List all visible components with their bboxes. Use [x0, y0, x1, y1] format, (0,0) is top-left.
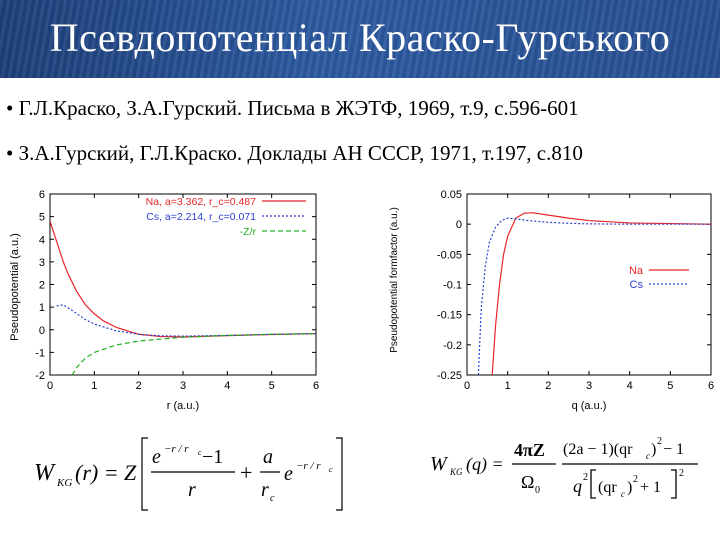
frac2-den-sup: 2	[583, 472, 588, 483]
x-tick-label: 4	[224, 380, 230, 392]
x-tick-label: 1	[505, 380, 511, 392]
plus-sign: +	[240, 460, 252, 485]
y-tick-label: 0	[39, 325, 45, 337]
x-tick-label: 5	[269, 380, 275, 392]
x-tick-label: 4	[627, 380, 633, 392]
series-line-1	[477, 217, 711, 375]
x-tick-label: 3	[586, 380, 592, 392]
x-tick-label: 1	[91, 380, 97, 392]
y-tick-label: 0.05	[441, 189, 462, 201]
frac2-num-end: − 1	[663, 441, 684, 458]
frac1-den: Ω	[521, 472, 534, 492]
den-left-bracket	[590, 469, 596, 499]
frac1-num: 4πZ	[514, 440, 545, 460]
formula-w-sub: KG	[56, 477, 72, 489]
den2-sub: c	[270, 493, 275, 504]
y-tick-label: 0	[456, 219, 462, 231]
legend: Na, a=3.362, r_c=0.487 Cs, a=2.214, r_c=0…	[146, 196, 306, 238]
right-bracket	[336, 437, 343, 511]
legend-label-1: Cs	[630, 279, 644, 291]
y-tick-label: 5	[39, 212, 45, 224]
y-tick-label: 3	[39, 257, 45, 269]
x-axis-label: r (a.u.)	[167, 400, 199, 412]
formula-w: W	[430, 453, 449, 475]
frac2-num-sub: c	[646, 451, 650, 461]
title-bar	[0, 0, 720, 78]
legend-label-0: Na	[629, 265, 644, 277]
x-axis-label: q (a.u.)	[572, 400, 607, 412]
y-tick-label: 2	[39, 280, 45, 292]
num2: a	[263, 446, 273, 468]
formula-lhs-arg: (r) = Z	[75, 460, 137, 485]
y-tick-label: -2	[35, 370, 45, 382]
den2: r	[261, 479, 269, 501]
frac2-num-sup: 2	[657, 436, 662, 447]
x-tick-label: 0	[47, 380, 53, 392]
tick-group: 0 1 2 3 4 5 6 -2 -1 0 1 2 3 4 5 6	[35, 189, 319, 392]
num1-sup-sub: c	[198, 448, 202, 457]
x-tick-label: 5	[667, 380, 673, 392]
formula-wkg-r: W KG (r) = Z e −r / r c −1 r + a r c e −…	[34, 437, 343, 511]
frac2-den-inner: (qr	[598, 479, 617, 496]
y-tick-label: 4	[39, 234, 45, 246]
legend-label-1: Cs, a=2.214, r_c=0.071	[146, 211, 256, 223]
x-tick-label: 2	[545, 380, 551, 392]
legend: Na Cs	[629, 265, 689, 291]
y-axis-label: Pseudopotential (a.u.)	[9, 233, 21, 341]
series-line-0	[50, 220, 316, 338]
legend-label-2: -Z/r	[240, 226, 257, 238]
series-line-0	[491, 212, 711, 375]
tail-e: e	[284, 463, 293, 485]
y-tick-label: -0.05	[437, 249, 462, 261]
y-tick-label: -0.15	[437, 310, 462, 322]
title-bar-texture	[0, 0, 720, 78]
reference-1: • Г.Л.Краско, З.А.Гурский. Письма в ЖЭТФ…	[6, 96, 579, 120]
formula-w-sub: KG	[449, 467, 463, 477]
y-tick-label: -1	[35, 347, 45, 359]
frac2-den-inner-sup: 2	[633, 474, 638, 485]
x-tick-label: 6	[313, 380, 319, 392]
den1: r	[188, 479, 196, 501]
left-bracket	[141, 437, 148, 511]
frac1-den-sub: 0	[535, 485, 540, 496]
y-tick-label: -0.2	[443, 340, 462, 352]
y-tick-label: -0.25	[437, 370, 462, 382]
y-tick-label: -0.1	[443, 280, 462, 292]
x-tick-label: 3	[180, 380, 186, 392]
frac2-den-inner-tail: )	[627, 479, 632, 496]
tail-sup: −r / r	[296, 460, 321, 472]
den-right-bracket	[671, 469, 677, 499]
frac2-den-plus: + 1	[640, 479, 661, 496]
reference-2: • З.А.Гурский, Г.Л.Краско. Доклады АН СС…	[6, 141, 583, 165]
x-tick-label: 6	[708, 380, 714, 392]
series-group	[50, 220, 316, 375]
series-line-1	[56, 304, 316, 337]
num1-tail: −1	[202, 446, 223, 468]
frac2-num: (2a − 1)(qr	[563, 441, 633, 458]
frac2-num-tail: )	[651, 441, 656, 458]
series-group	[477, 212, 711, 375]
formfactor-q-chart: Pseudopotential formfactor (a.u.) 0 1 2 3 4 5…	[389, 189, 714, 412]
x-tick-label: 2	[136, 380, 142, 392]
frac2-den-q: q	[573, 476, 582, 496]
frac2-den-inner-sub: c	[621, 489, 625, 499]
formula-wkg-q: W KG (q) = 4πZ Ω 0 (2a − 1)(qr c ) 2 − 1…	[430, 436, 698, 499]
formula-lhs-arg: (q) =	[466, 454, 504, 475]
y-axis-label: Pseudopotential formfactor (a.u.)	[389, 207, 400, 353]
formula-w: W	[34, 460, 56, 486]
y-tick-label: 1	[39, 302, 45, 314]
y-tick-label: 6	[39, 189, 45, 201]
legend-label-0: Na, a=3.362, r_c=0.487	[146, 196, 256, 208]
tail-sup-sub: c	[329, 465, 333, 474]
num1-e: e	[152, 446, 161, 468]
slide-title: Псевдопотенціал Краско-Гурського	[49, 15, 671, 60]
frac2-den-outer-sup: 2	[679, 468, 684, 479]
series-line-2	[71, 332, 316, 375]
tick-group: 0 1 2 3 4 5 6 0.05 0 -0.05 -0.1 -0.15 -0.2 -0.25	[437, 189, 714, 392]
pseudopotential-r-chart: Pseudopotential (a.u.) 0 1 2 3 4 5 6 -2 -1 0 1 2 3 4 5…	[9, 189, 319, 412]
x-tick-label: 0	[464, 380, 470, 392]
num1-sup: −r / r	[164, 443, 189, 455]
